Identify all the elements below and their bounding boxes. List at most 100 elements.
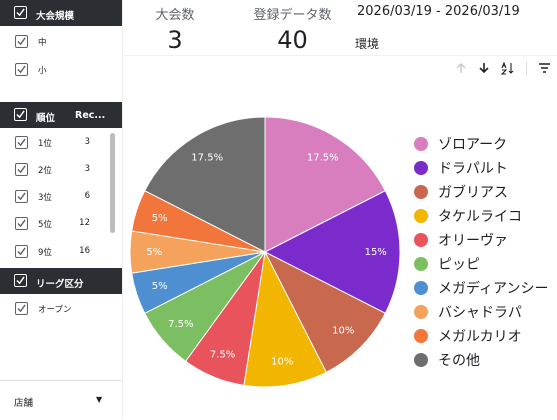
legend-label: メガルカリオ [438,329,522,345]
filter-item-rank-2[interactable]: 2位 3 [0,158,110,182]
record-count-value: 40 [277,26,308,54]
legend-item[interactable]: バシャドラパ [414,301,557,325]
legend-label: オリーヴァ [438,233,508,249]
legend-item[interactable]: ゾロアーク [414,133,557,157]
checkbox-icon[interactable] [15,136,28,149]
legend-label: バシャドラパ [438,305,522,321]
pie-slice-1[interactable] [263,190,401,314]
divider [122,55,557,56]
tournament-scale-title: 大会規模 [36,11,75,22]
filter-item-label: 2位 [38,166,52,176]
ranking-scrollbar[interactable] [110,133,115,233]
legend-swatch [414,329,428,343]
record-count-label: 登録データ数 [253,8,332,23]
filter-item-rank-9[interactable]: 9位 16 [0,240,110,264]
checkbox-icon[interactable] [15,245,28,258]
legend-item[interactable]: ピッピ [414,253,557,277]
filter-item-open[interactable]: オープン [0,297,110,321]
filter-icon[interactable] [538,62,551,77]
filter-item-count: 3 [84,164,90,174]
checkbox-icon[interactable] [14,6,27,19]
tournament-count-label: 大会数 [155,8,195,23]
legend-label: ピッピ [438,257,480,273]
legend-item[interactable]: その他 [414,349,557,373]
filter-item-count: 6 [84,191,90,201]
slice-label-8: 5% [152,213,168,224]
sort-az-icon[interactable] [500,61,515,78]
legend-swatch [414,305,428,319]
slice-label-7: 5% [146,247,162,258]
legend-item[interactable]: ガブリアス [414,181,557,205]
legend-item[interactable]: オリーヴァ [414,229,557,253]
pie-slice-2[interactable] [263,250,386,373]
legend-label: ドラパルト [438,161,508,177]
slice-label-2: 10% [332,325,354,336]
filter-item-small[interactable]: 小 [0,58,110,82]
region-label: 環境 [355,37,380,51]
store-label: 店舗 [14,398,34,409]
filter-item-label: 小 [38,66,47,76]
legend-swatch [414,281,428,295]
legend-item[interactable]: メガディアンシー [414,277,557,301]
filter-sidebar: 大会規模 中 小 順位 Rec... 1位 3 2位 3 3位 6 5位 12 … [0,0,123,419]
legend-swatch [414,233,428,247]
filter-item-count: 3 [84,137,90,147]
filter-item-rank-5[interactable]: 5位 12 [0,212,110,236]
checkbox-icon[interactable] [14,274,27,287]
arrow-up-icon[interactable] [455,62,467,77]
pie-slice-3[interactable] [243,250,327,388]
filter-item-count: 16 [79,246,90,256]
pie-slice-0[interactable] [264,116,386,253]
filter-item-label: オープン [38,305,72,315]
slice-label-9: 17.5% [191,153,223,164]
caret-down-icon: ▼ [96,395,103,404]
ranking-title: 順位 [36,113,56,124]
legend-swatch [414,161,428,175]
legend-label: その他 [438,353,480,369]
checkbox-icon[interactable] [15,190,28,203]
legend-item[interactable]: タケルライコ [414,205,557,229]
filter-item-count: 12 [79,218,90,228]
slice-label-0: 17.5% [307,153,339,164]
filter-item-rank-1[interactable]: 1位 3 [0,131,110,155]
legend-label: メガディアンシー [438,281,549,297]
filter-item-label: 5位 [38,220,52,230]
checkbox-icon[interactable] [15,163,28,176]
league-title: リーグ区分 [36,279,84,290]
slice-label-1: 15% [365,247,387,258]
checkbox-icon[interactable] [15,302,28,315]
filter-item-label: 中 [38,38,47,48]
tournament-scale-header[interactable]: 大会規模 [0,0,122,26]
legend-label: ガブリアス [438,185,508,201]
filter-item-label: 9位 [38,248,52,258]
filter-item-rank-3[interactable]: 3位 6 [0,185,110,209]
legend-item[interactable]: メガルカリオ [414,325,557,349]
store-dropdown[interactable]: 店舗 ▼ [0,380,122,420]
checkbox-icon[interactable] [15,217,28,230]
filter-item-medium[interactable]: 中 [0,30,110,54]
filter-item-label: 3位 [38,193,52,203]
legend-item[interactable]: ドラパルト [414,157,557,181]
league-header[interactable]: リーグ区分 [0,268,122,294]
slice-label-6: 5% [152,281,168,292]
checkbox-icon[interactable] [15,35,28,48]
date-range-picker[interactable]: 2026/03/19 - 2026/03/19 [357,4,520,19]
toolbar-divider [526,62,527,76]
slice-label-3: 10% [271,356,293,367]
legend-label: ゾロアーク [438,137,508,153]
arrow-down-icon[interactable] [478,62,490,77]
tournament-count-value: 3 [167,26,183,54]
legend-label: タケルライコ [438,209,522,225]
filter-item-label: 1位 [38,139,52,149]
checkbox-icon[interactable] [15,63,28,76]
slice-label-4: 7.5% [210,349,235,360]
legend-swatch [414,137,428,151]
legend-swatch [414,257,428,271]
ranking-header[interactable]: 順位 Rec... [0,102,122,128]
slice-label-5: 7.5% [168,319,193,330]
pie-chart: 17.5% 15% 10% 10% 7.5% 7.5% 5% 5% 5% 17.5% [129,116,401,388]
record-column-header[interactable]: Rec... [75,110,106,121]
checkbox-icon[interactable] [14,108,27,121]
pie-slice-9[interactable] [144,116,266,253]
legend-swatch [414,353,428,367]
